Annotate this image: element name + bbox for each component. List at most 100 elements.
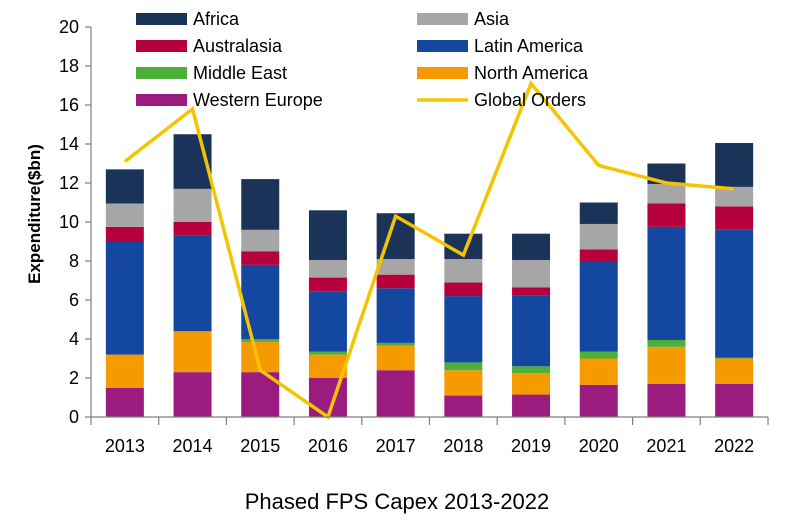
line-layer xyxy=(123,80,735,420)
bar-middle-east-2018 xyxy=(444,362,483,371)
x-tick-label-2015: 2015 xyxy=(240,436,280,456)
bar-latin-america-2014 xyxy=(173,235,212,332)
bar-australasia-2022 xyxy=(715,206,754,230)
bar-north-america-2017 xyxy=(376,345,415,371)
legend-swatch-north-america xyxy=(417,67,468,79)
bar-australasia-2017 xyxy=(376,274,415,289)
bar-latin-america-2020 xyxy=(579,261,618,352)
legend-label-latin-america: Latin America xyxy=(474,36,584,56)
bar-middle-east-2019 xyxy=(512,366,551,374)
bar-asia-2013 xyxy=(105,203,144,227)
bar-africa-2019 xyxy=(512,233,551,261)
bar-latin-america-2022 xyxy=(715,229,754,358)
axes-layer: 0 2 4 6 8 10 12 14 16 18 20 2013 2014 2015 2016 2017 201… xyxy=(59,17,769,456)
bar-western-europe-2013 xyxy=(105,387,144,417)
bar-africa-2020 xyxy=(579,202,618,224)
bar-asia-2015 xyxy=(241,229,280,252)
legend-label-north-america: North America xyxy=(474,63,589,83)
bar-asia-2018 xyxy=(444,259,483,283)
bar-north-america-2014 xyxy=(173,331,212,373)
global-orders-line xyxy=(123,80,735,420)
y-tick-label-20: 20 xyxy=(59,17,79,37)
y-tick-label-0: 0 xyxy=(69,407,79,427)
legend-swatch-western-europe xyxy=(136,94,187,106)
bar-western-europe-2017 xyxy=(376,370,415,417)
bar-north-america-2021 xyxy=(647,346,686,384)
bar-western-europe-2021 xyxy=(647,383,686,417)
bar-western-europe-2018 xyxy=(444,395,483,417)
bar-latin-america-2017 xyxy=(376,288,415,343)
x-tick-label-2014: 2014 xyxy=(173,436,213,456)
legend-label-global-orders: Global Orders xyxy=(474,90,586,110)
chart-title: Phased FPS Capex 2013-2022 xyxy=(245,489,550,514)
bar-north-america-2020 xyxy=(579,358,618,385)
x-tick-label-2022: 2022 xyxy=(714,436,754,456)
bar-africa-2015 xyxy=(241,179,280,230)
bar-asia-2017 xyxy=(376,259,415,275)
x-tick-label-2013: 2013 xyxy=(105,436,145,456)
legend-label-middle-east: Middle East xyxy=(193,63,287,83)
bar-western-europe-2016 xyxy=(308,378,347,417)
y-tick-label-18: 18 xyxy=(59,56,79,76)
bar-latin-america-2018 xyxy=(444,296,483,363)
legend-label-africa: Africa xyxy=(193,9,240,29)
y-tick-label-10: 10 xyxy=(59,212,79,232)
y-tick-label-6: 6 xyxy=(69,290,79,310)
bar-australasia-2013 xyxy=(105,226,144,242)
bar-north-america-2013 xyxy=(105,354,144,388)
bar-australasia-2019 xyxy=(512,287,551,296)
bar-middle-east-2017 xyxy=(376,342,415,346)
bar-western-europe-2020 xyxy=(579,384,618,417)
y-tick-label-14: 14 xyxy=(59,134,79,154)
legend-swatch-australasia xyxy=(136,40,187,52)
x-tick-label-2021: 2021 xyxy=(646,436,686,456)
bar-western-europe-2022 xyxy=(715,383,754,417)
bar-asia-2014 xyxy=(173,188,212,222)
x-tick-label-2017: 2017 xyxy=(376,436,416,456)
bar-middle-east-2022 xyxy=(715,357,754,359)
bar-australasia-2021 xyxy=(647,203,686,227)
legend-swatch-africa xyxy=(136,13,187,25)
bar-north-america-2018 xyxy=(444,370,483,396)
bar-australasia-2018 xyxy=(444,282,483,297)
bar-north-america-2016 xyxy=(308,354,347,378)
bar-western-europe-2014 xyxy=(173,372,212,417)
bar-africa-2022 xyxy=(715,143,754,187)
bar-africa-2016 xyxy=(308,210,347,261)
bar-middle-east-2016 xyxy=(308,351,347,355)
legend-swatch-middle-east xyxy=(136,67,187,79)
bar-latin-america-2016 xyxy=(308,291,347,352)
legend-label-asia: Asia xyxy=(474,9,510,29)
x-tick-label-2016: 2016 xyxy=(308,436,348,456)
bar-western-europe-2019 xyxy=(512,394,551,417)
bar-asia-2016 xyxy=(308,260,347,278)
y-tick-label-12: 12 xyxy=(59,173,79,193)
y-tick-label-16: 16 xyxy=(59,95,79,115)
bar-australasia-2014 xyxy=(173,222,212,236)
bar-africa-2013 xyxy=(105,169,144,204)
bar-australasia-2016 xyxy=(308,277,347,292)
bar-asia-2021 xyxy=(647,183,686,204)
bar-asia-2020 xyxy=(579,223,618,250)
bar-latin-america-2021 xyxy=(647,226,686,340)
bar-latin-america-2019 xyxy=(512,295,551,367)
bar-australasia-2020 xyxy=(579,249,618,261)
bar-latin-america-2015 xyxy=(241,264,280,339)
legend-swatch-asia xyxy=(417,13,468,25)
y-tick-label-8: 8 xyxy=(69,251,79,271)
x-tick-label-2019: 2019 xyxy=(511,436,551,456)
bars-layer xyxy=(105,134,754,417)
x-tick-label-2020: 2020 xyxy=(579,436,619,456)
legend-label-australasia: Australasia xyxy=(193,36,283,56)
bar-middle-east-2015 xyxy=(241,339,280,342)
y-tick-label-4: 4 xyxy=(69,329,79,349)
bar-asia-2022 xyxy=(715,186,754,207)
bar-australasia-2015 xyxy=(241,251,280,265)
bar-middle-east-2021 xyxy=(647,339,686,347)
bar-asia-2019 xyxy=(512,260,551,288)
legend-layer: Africa Asia Australasia Latin America Middle… xyxy=(136,9,589,110)
bar-north-america-2022 xyxy=(715,358,754,384)
y-axis-label: Expenditure($bn) xyxy=(25,144,44,284)
